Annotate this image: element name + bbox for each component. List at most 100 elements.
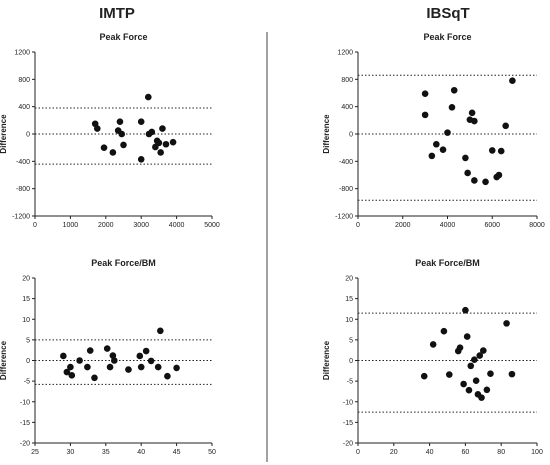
data-point: [462, 306, 469, 314]
data-point: [91, 374, 98, 382]
data-point: [421, 111, 429, 119]
y-axis-label: Difference: [0, 340, 8, 380]
data-point: [154, 363, 162, 371]
data-point: [159, 125, 166, 132]
data-point: [428, 152, 436, 160]
chart-imtp-pf: Peak Force -1200 -800 -400 0 400 800 1200 0 1000 2…: [0, 32, 220, 229]
y-tick-label: -10: [20, 399, 30, 406]
y-tick-label: -20: [20, 441, 30, 448]
y-tick-label: 10: [22, 317, 30, 324]
data-point: [482, 178, 489, 186]
y-tick-label: 1200: [337, 50, 353, 57]
data-point: [509, 77, 516, 84]
data-point: [144, 93, 152, 101]
data-point: [429, 341, 437, 348]
data-point: [465, 386, 473, 394]
data-point: [100, 144, 108, 151]
data-point: [136, 352, 144, 360]
data-point: [148, 128, 156, 136]
y-tick-label: 20: [345, 276, 353, 283]
data-point: [503, 320, 510, 327]
data-point: [471, 356, 478, 363]
x-tick-label: 50: [208, 449, 216, 456]
x-tick-label: 5000: [204, 222, 220, 229]
data-point: [483, 386, 491, 394]
y-tick-label: 400: [341, 104, 353, 111]
x-tick-label: 0: [33, 222, 37, 229]
data-point: [147, 357, 155, 365]
chart-ibsqt-pfbm: Peak Force/BM -20 -15 -10 -5 0 5 10 15 20 0 20 40 60 8…: [322, 258, 543, 456]
data-point: [110, 357, 118, 364]
data-point: [109, 352, 117, 359]
data-point: [68, 372, 76, 379]
y-tick-label: -10: [343, 399, 353, 406]
data-point: [448, 104, 456, 111]
data-point: [468, 109, 476, 117]
data-point: [420, 372, 428, 380]
data-point: [472, 377, 480, 385]
y-tick-label: -800: [16, 186, 30, 193]
data-point: [120, 141, 127, 149]
y-tick-label: 0: [349, 132, 353, 139]
data-point: [173, 364, 180, 372]
y-tick-label: 0: [349, 358, 353, 365]
data-point: [142, 347, 150, 355]
y-tick-label: 0: [26, 132, 30, 139]
data-point: [463, 333, 471, 340]
data-point: [487, 370, 494, 378]
data-point: [155, 139, 163, 147]
x-tick-label: 80: [497, 449, 505, 456]
x-tick-label: 20: [390, 449, 398, 456]
data-point: [86, 347, 94, 354]
y-tick-label: 15: [22, 296, 30, 303]
y-tick-label: 400: [18, 104, 30, 111]
data-point: [421, 90, 429, 97]
data-point: [471, 117, 478, 125]
data-point: [462, 154, 469, 162]
y-tick-label: -5: [24, 379, 30, 386]
x-tick-label: 60: [462, 449, 470, 456]
data-point: [162, 140, 170, 148]
x-tick-label: 35: [102, 449, 110, 456]
data-point: [137, 155, 145, 163]
y-tick-label: 1200: [14, 50, 30, 57]
data-point: [480, 347, 487, 354]
y-tick-label: -400: [16, 159, 30, 166]
data-point: [439, 146, 447, 154]
data-point: [76, 357, 83, 364]
data-point: [495, 171, 503, 179]
x-tick-label: 25: [31, 449, 39, 456]
data-point: [488, 147, 496, 154]
y-tick-label: 15: [345, 296, 353, 303]
x-tick-label: 0: [356, 449, 360, 456]
y-tick-label: 800: [18, 77, 30, 84]
y-tick-label: -15: [343, 420, 353, 427]
y-tick-label: -1200: [335, 214, 353, 221]
data-point: [433, 140, 440, 148]
data-point: [456, 344, 464, 352]
x-tick-label: 0: [356, 222, 360, 229]
data-point: [84, 363, 91, 371]
x-tick-label: 3000: [133, 222, 149, 229]
chart-title: Peak Force/BM: [91, 258, 156, 268]
x-tick-label: 4000: [440, 222, 456, 229]
data-point: [103, 345, 111, 352]
x-tick-label: 30: [67, 449, 75, 456]
y-tick-label: -1200: [12, 214, 30, 221]
column-title-left: IMTP: [99, 5, 135, 22]
chart-title: Peak Force: [423, 32, 471, 42]
y-axis-label: Difference: [0, 114, 8, 154]
data-point: [464, 169, 471, 177]
y-tick-label: -400: [339, 159, 353, 166]
data-point: [137, 363, 145, 371]
data-point: [502, 122, 509, 130]
data-point: [157, 149, 164, 156]
y-tick-label: -800: [339, 186, 353, 193]
x-tick-label: 2000: [395, 222, 411, 229]
data-point: [106, 363, 114, 371]
y-tick-label: -20: [343, 441, 353, 448]
x-tick-label: 4000: [169, 222, 185, 229]
chart-imtp-pfbm: Peak Force/BM -20 -15 -10 -5 0 5 10 15 20 25 30 35 40…: [0, 258, 216, 456]
